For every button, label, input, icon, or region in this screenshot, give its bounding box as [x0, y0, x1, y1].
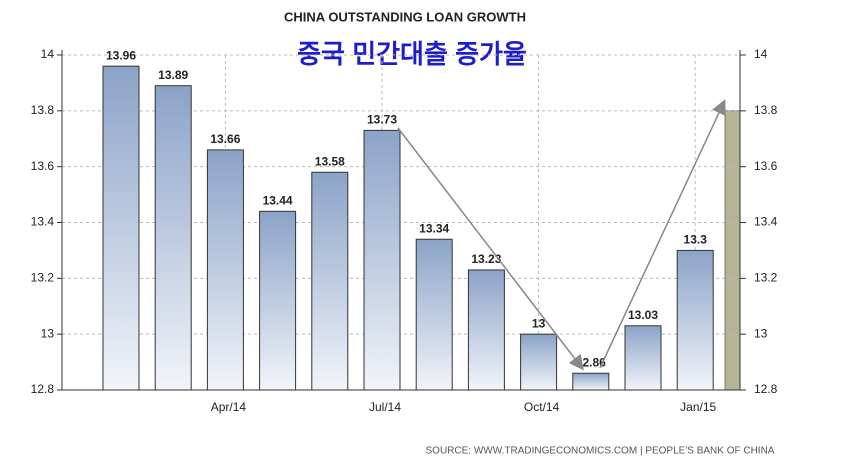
trend-arrow: [599, 99, 726, 369]
bar: [154, 85, 192, 391]
bar: [624, 325, 662, 391]
y-tick-label: 12.8: [31, 382, 55, 396]
bar: [363, 129, 401, 391]
y2-tick-label: 14: [754, 47, 768, 61]
bar: [311, 171, 349, 391]
bar: [467, 269, 505, 391]
source: SOURCE: WWW.TRADINGECONOMICS.COM | PEOPL…: [426, 446, 775, 457]
x-tick-label: Oct/14: [524, 400, 560, 414]
value-label: 13.34: [419, 221, 449, 235]
y2-tick-label: 13: [754, 326, 768, 340]
y2-tick-label: 13.6: [754, 159, 778, 173]
value-label: 13.96: [106, 48, 136, 62]
y2-tick-label: 12.8: [754, 382, 778, 396]
bar: [415, 238, 453, 391]
y-tick-label: 14: [41, 47, 55, 61]
y-tick-label: 13.6: [31, 159, 55, 173]
value-label: 13.89: [158, 68, 188, 82]
y2-tick-label: 13.4: [754, 215, 778, 229]
bar: [520, 333, 558, 391]
value-label: 13.03: [628, 308, 658, 322]
y2-tick-label: 13.2: [754, 271, 778, 285]
bar: [206, 149, 244, 391]
value-label: 13.23: [471, 252, 501, 266]
bar: [102, 65, 140, 391]
bar: [676, 249, 714, 391]
trend-arrow: [397, 127, 584, 371]
value-label: 13.58: [315, 154, 345, 168]
y-tick-label: 13: [41, 326, 55, 340]
y-tick-label: 13.4: [31, 215, 55, 229]
y-tick-label: 13.2: [31, 271, 55, 285]
x-tick-label: Apr/14: [211, 400, 247, 414]
chart-title: CHINA OUTSTANDING LOAN GROWTH: [284, 9, 526, 24]
value-label: 13.66: [210, 132, 240, 146]
y-tick-label: 13.8: [31, 103, 55, 117]
highlight-band: [724, 110, 741, 391]
bar: [259, 210, 297, 391]
x-tick-label: Jan/15: [680, 400, 716, 414]
value-label: 13.44: [263, 194, 293, 208]
value-label: 13.3: [684, 233, 708, 247]
chart-subtitle: 중국 민간대출 증가율: [297, 39, 527, 69]
x-tick-label: Jul/14: [369, 400, 401, 414]
value-label: 12.86: [576, 355, 606, 369]
y2-tick-label: 13.8: [754, 103, 778, 117]
value-label: 13.73: [367, 113, 397, 127]
bar: [572, 372, 610, 391]
value-label: 13: [532, 316, 546, 330]
